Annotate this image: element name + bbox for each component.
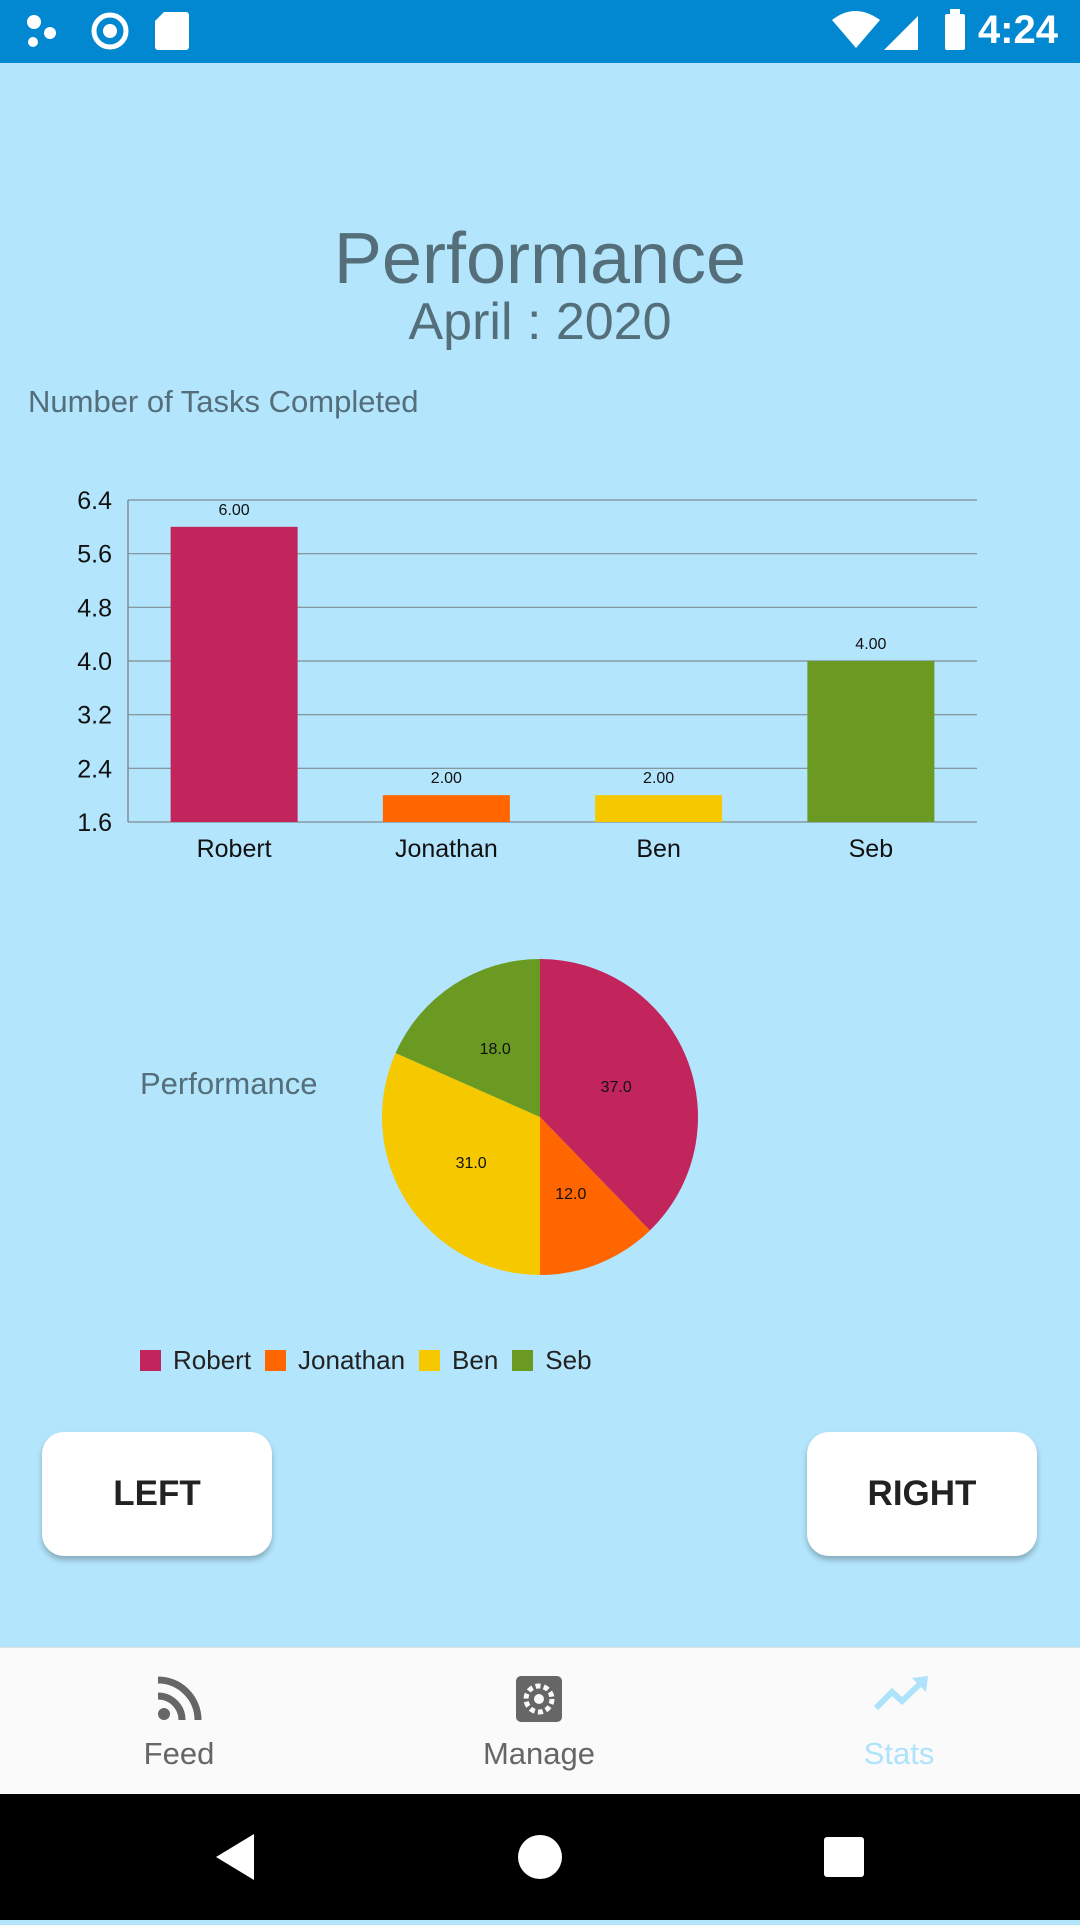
bar-robert (170, 526, 298, 822)
rss-icon (157, 1676, 202, 1721)
back-icon[interactable] (216, 1834, 254, 1880)
y-tick-label: 1.6 (77, 809, 112, 837)
legend-swatch (512, 1350, 534, 1371)
pie-value-label: 18.0 (480, 1041, 511, 1058)
sync-icon (91, 12, 129, 50)
y-tick-label: 4.8 (77, 594, 112, 622)
pie-slice-robert (540, 959, 698, 1231)
legend-item-seb: Seb (512, 1345, 592, 1376)
chart-legend: Robert Jonathan Ben Seb (140, 1345, 606, 1376)
bar-chart-title: Number of Tasks Completed (28, 384, 419, 419)
y-tick-label: 4.0 (77, 648, 112, 676)
legend-item-jonathan: Jonathan (265, 1345, 405, 1376)
y-tick-label: 6.4 (77, 487, 112, 515)
right-button[interactable]: RIGHT (807, 1432, 1037, 1556)
bar-seb (807, 661, 935, 822)
tab-manage[interactable]: Manage (439, 1648, 639, 1795)
pie-chart: 37.0 12.0 31.0 18.0 (382, 959, 698, 1275)
bar-value-label: 6.00 (219, 502, 250, 519)
battery-icon (945, 9, 965, 50)
legend-label: Seb (545, 1345, 592, 1375)
legend-swatch (265, 1350, 287, 1371)
home-icon[interactable] (518, 1835, 562, 1879)
pie-chart-title: Performance (140, 1066, 318, 1101)
tab-stats-label: Stats (863, 1736, 935, 1771)
legend-label: Jonathan (298, 1345, 406, 1375)
legend-label: Robert (173, 1345, 252, 1375)
bar-value-label: 2.00 (643, 770, 674, 787)
legend-label: Ben (452, 1345, 499, 1375)
notification-dots-icon (27, 15, 56, 47)
pie-value-label: 12.0 (555, 1186, 586, 1203)
tab-feed-label: Feed (143, 1736, 215, 1771)
bottom-navigation: Feed Manage Stats (0, 1647, 1080, 1795)
bar-jonathan (382, 795, 510, 822)
left-button[interactable]: LEFT (42, 1432, 272, 1556)
x-tick-label: Ben (636, 835, 680, 863)
legend-swatch (419, 1350, 441, 1371)
pie-slice-seb (395, 959, 540, 1117)
system-navigation-bar (0, 1794, 1080, 1920)
bar-value-label: 2.00 (431, 770, 462, 787)
bar-ben (595, 795, 723, 822)
tab-manage-label: Manage (482, 1736, 596, 1771)
gear-icon (516, 1676, 562, 1722)
x-tick-label: Jonathan (395, 835, 498, 863)
x-tick-label: Robert (197, 835, 272, 863)
legend-item-robert: Robert (140, 1345, 251, 1376)
x-tick-label: Seb (849, 835, 893, 863)
wifi-icon (832, 11, 880, 48)
status-bar: 4:24 (0, 0, 1080, 63)
y-tick-label: 3.2 (77, 702, 112, 730)
pie-value-label: 31.0 (456, 1155, 487, 1172)
page-subtitle: April : 2020 (408, 293, 672, 351)
legend-swatch (140, 1350, 161, 1371)
legend-item-ben: Ben (419, 1345, 498, 1376)
trending-up-icon (874, 1676, 928, 1711)
bar-chart: 6.4 5.6 4.8 4.0 3.2 2.4 1.6 6.00 Robert 2.00 Jonat… (77, 487, 977, 863)
pie-slice-ben (382, 1053, 540, 1275)
pie-value-label: 37.0 (601, 1079, 632, 1096)
pie-slice-jonathan (540, 1117, 650, 1275)
y-tick-label: 5.6 (77, 541, 112, 569)
tab-feed[interactable]: Feed (79, 1648, 279, 1795)
bar-value-label: 4.00 (855, 636, 886, 653)
y-tick-label: 2.4 (77, 755, 112, 783)
sd-card-icon (155, 12, 189, 50)
signal-icon (884, 16, 918, 50)
recents-icon[interactable] (824, 1837, 864, 1877)
tab-stats[interactable]: Stats (799, 1648, 999, 1795)
clock: 4:24 (977, 8, 1058, 52)
page-title: Performance (333, 219, 747, 299)
